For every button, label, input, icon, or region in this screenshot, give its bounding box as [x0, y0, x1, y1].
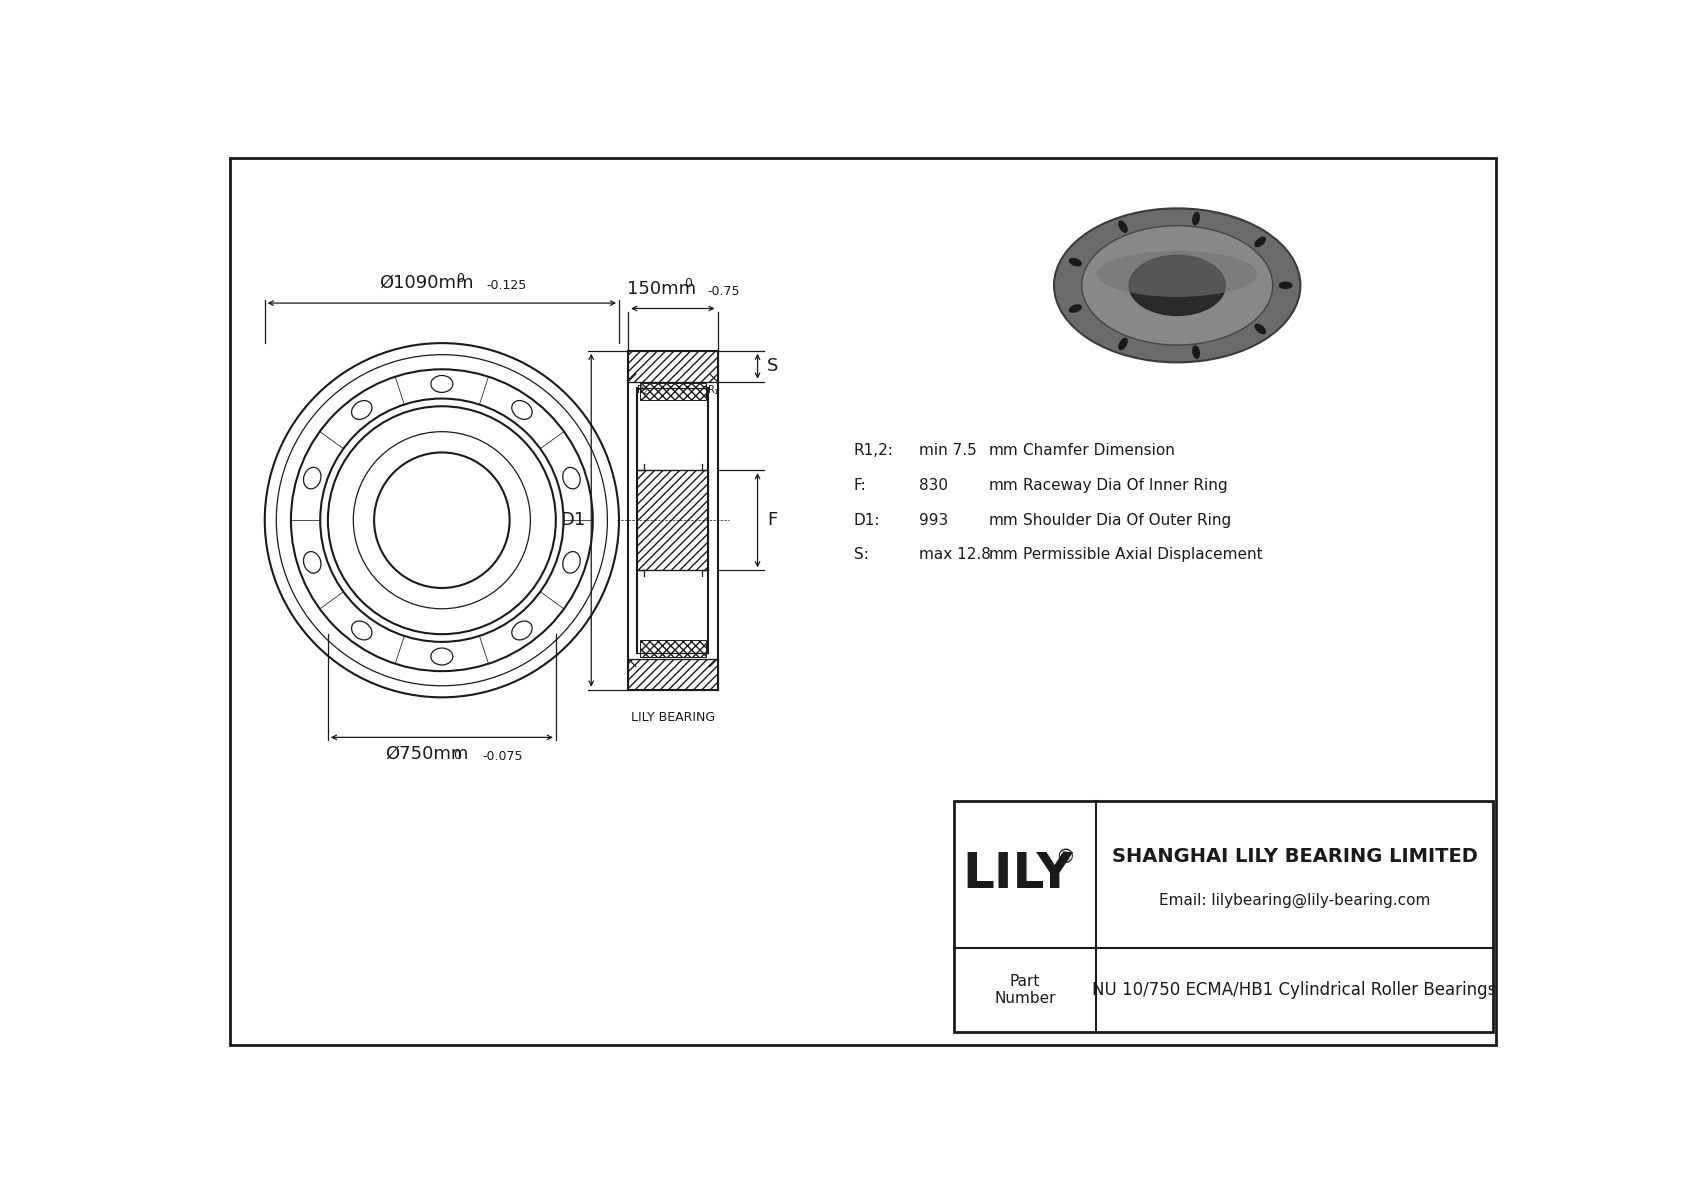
Text: Ø1090mm: Ø1090mm	[379, 274, 473, 292]
Bar	[640, 384, 706, 400]
Text: mm: mm	[989, 548, 1019, 562]
Ellipse shape	[1130, 255, 1226, 316]
Text: -0.75: -0.75	[707, 285, 739, 298]
Text: Permissible Axial Displacement: Permissible Axial Displacement	[1024, 548, 1263, 562]
Text: Shoulder Dia Of Outer Ring: Shoulder Dia Of Outer Ring	[1024, 512, 1231, 528]
Ellipse shape	[1098, 251, 1258, 297]
Text: F: F	[766, 511, 776, 529]
Text: 0: 0	[453, 749, 461, 762]
Text: 150mm: 150mm	[626, 280, 695, 298]
Text: 1: 1	[712, 388, 717, 394]
Text: -0.125: -0.125	[487, 280, 527, 292]
Text: 0: 0	[684, 278, 692, 289]
Text: R: R	[709, 386, 716, 395]
Text: R: R	[638, 386, 645, 395]
Text: mm: mm	[989, 478, 1019, 493]
Text: SHANGHAI LILY BEARING LIMITED: SHANGHAI LILY BEARING LIMITED	[1111, 847, 1477, 866]
Bar	[628, 659, 717, 690]
Text: mm: mm	[989, 443, 1019, 459]
Text: S: S	[766, 357, 778, 375]
Text: Raceway Dia Of Inner Ring: Raceway Dia Of Inner Ring	[1024, 478, 1228, 493]
Ellipse shape	[1069, 304, 1083, 313]
Text: min 7.5: min 7.5	[919, 443, 977, 459]
Text: max 12.8: max 12.8	[919, 548, 992, 562]
Text: 2: 2	[642, 388, 647, 394]
Text: Chamfer Dimension: Chamfer Dimension	[1024, 443, 1175, 459]
Text: Part
Number: Part Number	[994, 974, 1056, 1006]
Bar	[953, 802, 1494, 1033]
Ellipse shape	[1192, 345, 1201, 358]
Bar	[638, 470, 709, 570]
Text: LILY BEARING: LILY BEARING	[632, 711, 716, 724]
Ellipse shape	[1118, 220, 1128, 233]
Text: 0: 0	[456, 272, 463, 285]
Text: ®: ®	[1056, 848, 1074, 867]
Text: Ø750mm: Ø750mm	[384, 746, 468, 763]
Text: LILY: LILY	[962, 850, 1073, 898]
Ellipse shape	[1278, 281, 1293, 289]
Text: Email: lilybearing@lily-bearing.com: Email: lilybearing@lily-bearing.com	[1159, 893, 1430, 909]
Ellipse shape	[1054, 208, 1300, 362]
Ellipse shape	[1255, 237, 1266, 248]
Ellipse shape	[1255, 324, 1266, 335]
Bar	[640, 641, 706, 657]
Text: D1: D1	[559, 511, 584, 529]
Text: F:: F:	[854, 478, 867, 493]
Bar	[628, 351, 717, 381]
Text: 993: 993	[919, 512, 948, 528]
Ellipse shape	[1069, 258, 1083, 267]
Text: NU 10/750 ECMA/HB1 Cylindrical Roller Bearings: NU 10/750 ECMA/HB1 Cylindrical Roller Be…	[1093, 981, 1497, 999]
Ellipse shape	[1192, 212, 1201, 225]
Text: S:: S:	[854, 548, 869, 562]
Text: R1,2:: R1,2:	[854, 443, 894, 459]
Text: 830: 830	[919, 478, 948, 493]
Ellipse shape	[1081, 226, 1273, 345]
Ellipse shape	[1118, 338, 1128, 350]
Text: mm: mm	[989, 512, 1019, 528]
Text: D1:: D1:	[854, 512, 881, 528]
Text: -0.075: -0.075	[482, 749, 522, 762]
